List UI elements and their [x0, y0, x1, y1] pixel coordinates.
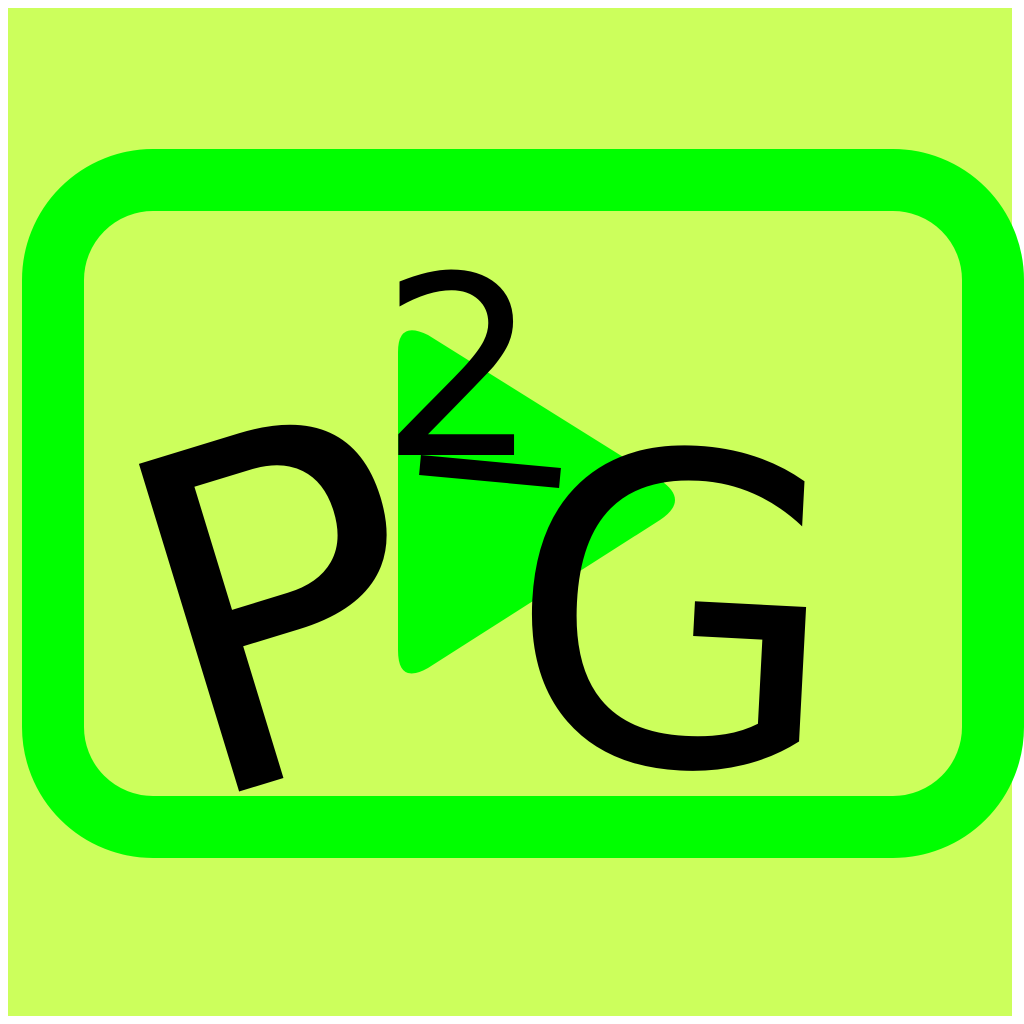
superscript-two: 2 [380, 223, 539, 514]
connector-line [419, 455, 561, 488]
play-icon [398, 330, 675, 674]
rounded-frame-icon [22, 149, 1024, 858]
letter-g: G [495, 358, 854, 875]
